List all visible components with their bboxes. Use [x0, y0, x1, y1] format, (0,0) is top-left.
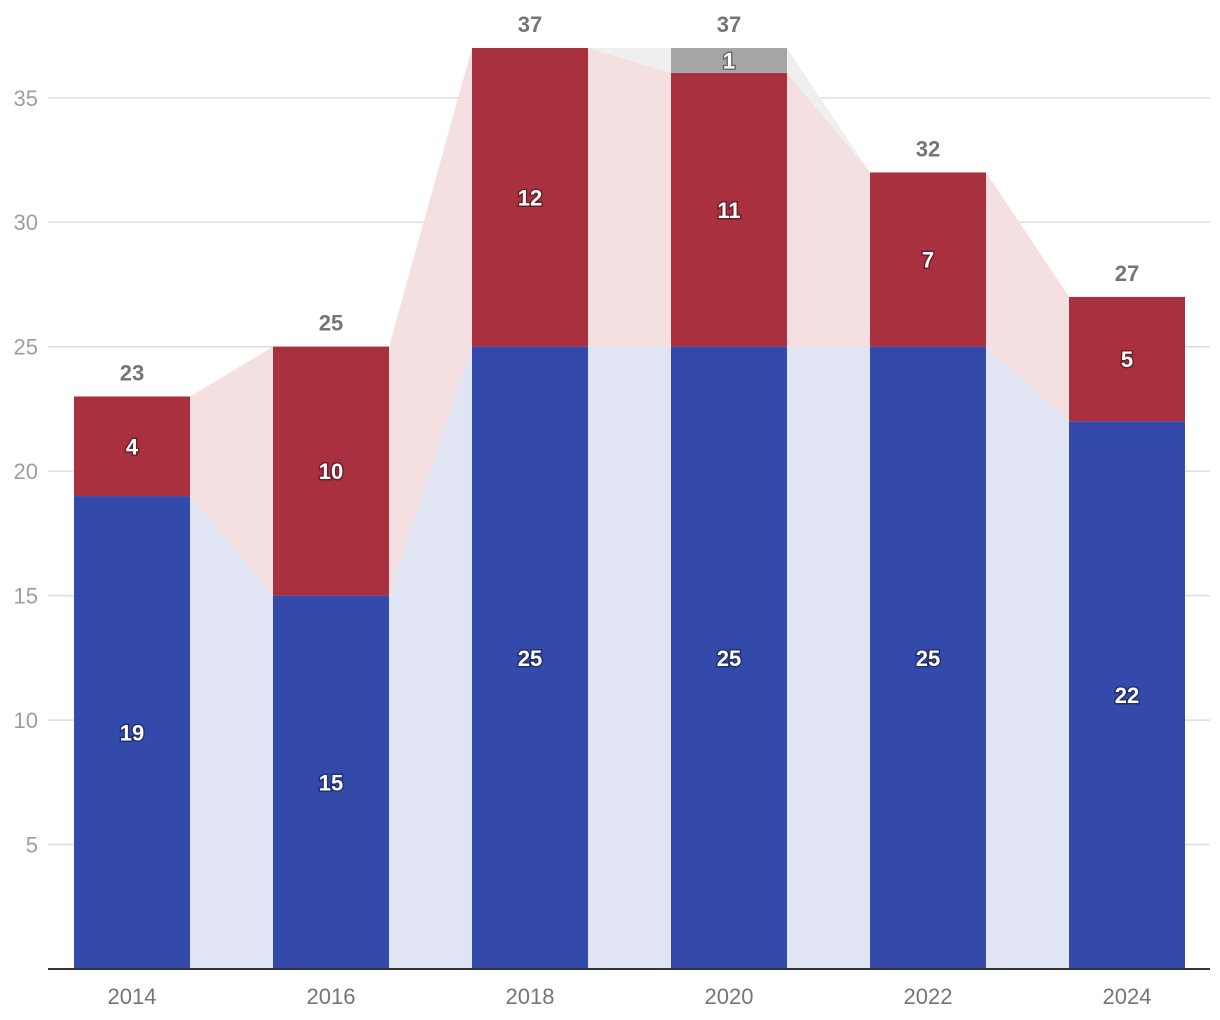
bar-other-2020 [671, 48, 787, 73]
x-tick-label: 2014 [108, 984, 157, 1009]
y-tick-label: 5 [26, 833, 38, 858]
bar-red-2018 [472, 48, 588, 347]
y-tick-label: 20 [14, 459, 38, 484]
x-tick-label: 2020 [705, 984, 754, 1009]
y-tick-label: 35 [14, 86, 38, 111]
connector-area-other [588, 48, 671, 73]
connector-area-blue [389, 346, 472, 969]
bars [74, 48, 1185, 969]
segment-value-label: 7 [922, 248, 934, 273]
segment-value-label: 4 [126, 434, 139, 459]
bar-blue-2020 [671, 346, 787, 969]
connector-areas [190, 48, 1069, 969]
y-axis-ticks: 5 10 15 20 25 30 35 [14, 86, 38, 858]
y-tick-label: 10 [14, 708, 38, 733]
bar-red-2024 [1069, 296, 1185, 422]
segment-value-label: 25 [916, 646, 940, 671]
bar-red-2014 [74, 396, 190, 497]
y-tick-label: 15 [14, 584, 38, 609]
bar-blue-2024 [1069, 421, 1185, 969]
bar-blue-2016 [273, 595, 389, 969]
total-value-label: 23 [120, 360, 144, 385]
bar-red-2016 [273, 346, 389, 596]
x-tick-label: 2016 [307, 984, 356, 1009]
connector-area-blue [190, 496, 273, 969]
total-value-label: 37 [717, 12, 741, 37]
connector-area-red [787, 72, 870, 347]
connector-area-blue [787, 346, 870, 969]
connector-area-red [190, 346, 273, 596]
segment-value-label: 25 [518, 646, 542, 671]
connector-area-red [588, 48, 671, 347]
y-tick-label: 30 [14, 210, 38, 235]
x-tick-label: 2022 [904, 984, 953, 1009]
segment-value-label: 15 [319, 770, 343, 795]
x-axis-ticks: 2014 2016 2018 2020 2022 2024 [108, 984, 1152, 1009]
total-value-label: 27 [1115, 261, 1139, 286]
bar-blue-2022 [870, 346, 986, 969]
connector-area-red [986, 172, 1069, 422]
x-tick-label: 2024 [1103, 984, 1152, 1009]
connector-area-blue [986, 346, 1069, 969]
segment-value-label: 10 [319, 459, 343, 484]
connector-area-red [389, 48, 472, 596]
segment-value-label: 5 [1121, 347, 1133, 372]
segment-value-label: 12 [518, 185, 542, 210]
bar-red-2022 [870, 172, 986, 347]
bar-blue-2018 [472, 346, 588, 969]
y-tick-label: 25 [14, 335, 38, 360]
total-value-label: 37 [518, 12, 542, 37]
total-value-label: 25 [319, 311, 343, 336]
connector-area-blue [588, 346, 671, 969]
segment-value-label: 1 [723, 48, 735, 73]
data-labels: 19 15 25 25 25 22 4 10 12 11 7 5 1 23 25 37 37 32 27 [118, 12, 1140, 797]
segment-value-label: 11 [717, 198, 740, 223]
bar-red-2020 [671, 72, 787, 347]
connector-area-other [787, 48, 870, 173]
bar-blue-2014 [74, 496, 190, 969]
segment-value-label: 25 [717, 646, 741, 671]
x-tick-label: 2018 [506, 984, 555, 1009]
segment-value-label: 22 [1115, 683, 1139, 708]
total-value-label: 32 [916, 136, 940, 161]
segment-value-label: 19 [120, 721, 144, 746]
